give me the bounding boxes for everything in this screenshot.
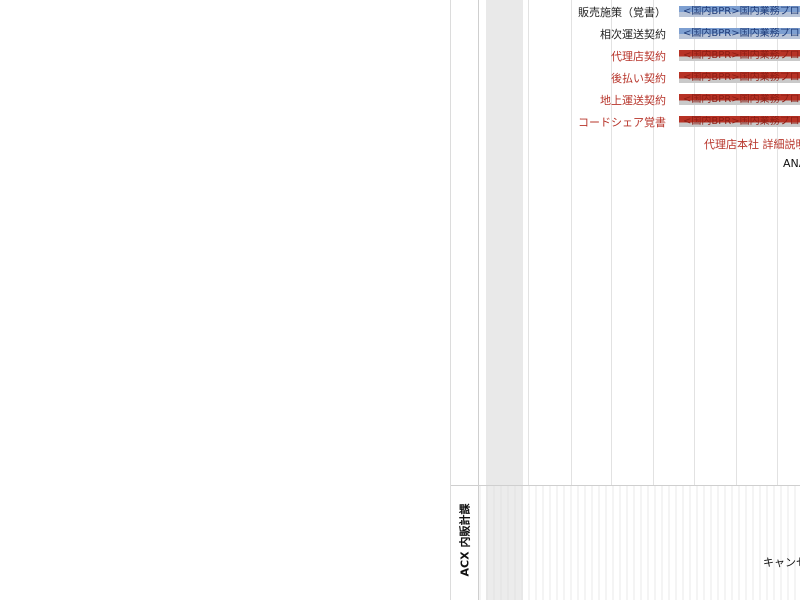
grid-line bbox=[694, 0, 695, 485]
grid-line bbox=[611, 0, 612, 485]
section-label: ACX 内販計課 bbox=[454, 495, 474, 585]
pane-divider[interactable] bbox=[450, 0, 451, 600]
gantt-bar-consecutive-transport[interactable]: <国内BPR>国内業務プロ bbox=[679, 28, 800, 39]
task-label-codeshare-memo: コードシェア覚書 bbox=[578, 116, 666, 129]
task-label-sales-policy: 販売施策（覚書） bbox=[578, 6, 666, 19]
task-label-deferred-payment: 後払い契約 bbox=[611, 72, 666, 85]
row-header-divider bbox=[478, 0, 479, 600]
grid-line bbox=[571, 0, 572, 485]
left-pane bbox=[0, 0, 450, 600]
gantt-bar-agency-contract[interactable]: <国内BPR>国内業務プロ bbox=[679, 50, 800, 61]
gantt-bar-ground-transport[interactable]: <国内BPR>国内業務プロ bbox=[679, 94, 800, 105]
section-divider bbox=[451, 485, 800, 486]
gantt-bar-codeshare-memo[interactable]: <国内BPR>国内業務プロ bbox=[679, 116, 800, 127]
task-label-consecutive-transport: 相次運送契約 bbox=[600, 28, 666, 41]
grid-line bbox=[653, 0, 654, 485]
section-timeline-grid bbox=[479, 486, 800, 600]
cancel-note[interactable]: キャンセ bbox=[763, 556, 800, 569]
grid-line bbox=[777, 0, 778, 485]
section-label-text: ACX 内販計課 bbox=[458, 503, 471, 577]
grid-line bbox=[528, 0, 529, 485]
ana-note[interactable]: ANA bbox=[783, 157, 800, 170]
section-weekend-column bbox=[486, 486, 523, 600]
task-label-agency-contract: 代理店契約 bbox=[611, 50, 666, 63]
gantt-bar-deferred-payment[interactable]: <国内BPR>国内業務プロ bbox=[679, 72, 800, 83]
grid-line bbox=[736, 0, 737, 485]
task-label-ground-transport: 地上運送契約 bbox=[600, 94, 666, 107]
weekend-column bbox=[486, 0, 523, 485]
agency-detail-note[interactable]: 代理店本社 詳細説明 bbox=[704, 138, 800, 151]
gantt-bar-sales-policy[interactable]: <国内BPR>国内業務プロ bbox=[679, 6, 800, 17]
